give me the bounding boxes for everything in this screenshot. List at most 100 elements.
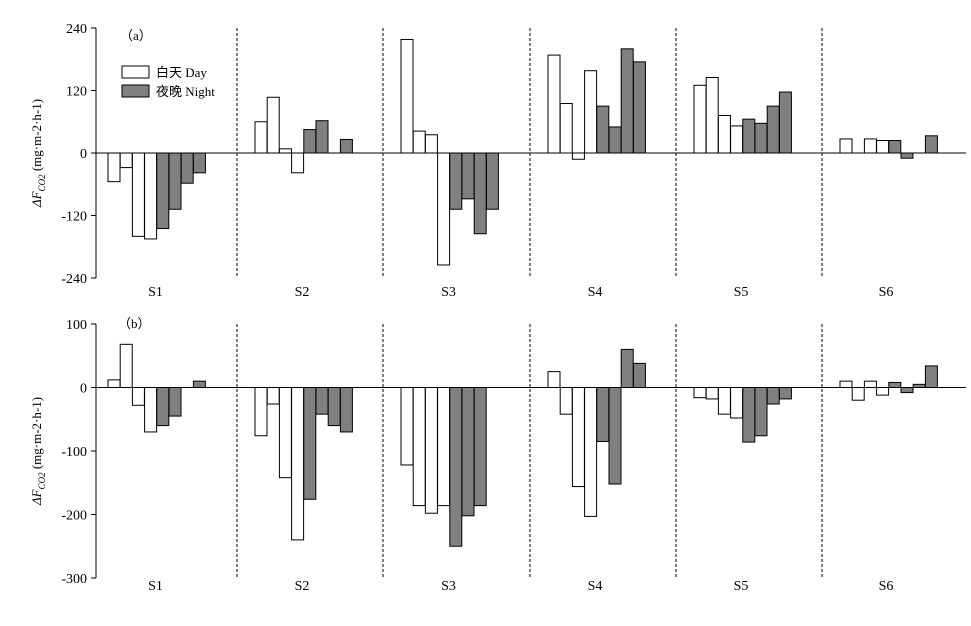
bar-day — [584, 70, 598, 154]
bar-day — [863, 138, 877, 154]
bar-night — [315, 387, 329, 415]
bar-night — [900, 152, 914, 159]
bar-night — [912, 383, 926, 389]
group-label: S2 — [295, 285, 310, 300]
bar-day — [131, 387, 145, 406]
bar-night — [742, 387, 756, 443]
bar-night — [473, 387, 487, 507]
bar-night — [620, 348, 634, 388]
bar-night — [339, 138, 353, 154]
bar-night — [449, 387, 463, 547]
y-tick-label: -300 — [61, 572, 87, 587]
bar-night — [156, 152, 170, 230]
bar-night — [620, 48, 634, 154]
group-label: S5 — [734, 579, 749, 594]
group-label: S1 — [148, 285, 163, 300]
bar-day — [584, 387, 598, 517]
bar-night — [742, 118, 756, 154]
bar-night — [632, 362, 646, 388]
group-label: S3 — [441, 579, 456, 594]
bar-night — [888, 140, 902, 154]
bar-day — [559, 103, 573, 154]
legend-label-day: 白天 Day — [156, 65, 207, 80]
bar-day — [254, 387, 268, 437]
bar-day — [278, 387, 292, 479]
bar-night — [632, 61, 646, 154]
bar-day — [571, 387, 585, 488]
y-tick-label: 0 — [80, 147, 87, 162]
bar-night — [888, 381, 902, 389]
bar-night — [766, 105, 780, 154]
bar-night — [924, 365, 938, 389]
legend-swatch-day — [121, 65, 150, 79]
bar-day — [730, 387, 744, 419]
bar-night — [900, 387, 914, 394]
group-label: S3 — [441, 285, 456, 300]
y-tick-label: 100 — [66, 318, 87, 333]
legend-label-night: 夜晚 Night — [156, 84, 215, 99]
bar-night — [596, 105, 610, 154]
bar-night — [180, 152, 194, 184]
bar-night — [303, 387, 317, 500]
bar-night — [596, 387, 610, 442]
panel-b: 100 0 -100 -200 -300 S1 S2 S3 S4 S5 S6 （b） ΔFCO2 (mg… — [29, 316, 966, 594]
y-tick-label: -120 — [61, 210, 87, 225]
bar-day — [278, 148, 292, 154]
group-label: S1 — [148, 579, 163, 594]
bar-day — [693, 387, 707, 399]
y-tick-label: -200 — [61, 509, 87, 524]
bar-day — [291, 387, 305, 541]
bar-night — [924, 135, 938, 154]
bar-night — [168, 387, 182, 417]
bar-day — [291, 152, 305, 174]
y-tick-label: -240 — [61, 272, 87, 287]
bar-day — [839, 380, 853, 388]
bar-day — [144, 387, 158, 433]
group-label: S6 — [879, 285, 894, 300]
legend-swatch-night — [121, 84, 150, 98]
bar-night — [303, 129, 317, 154]
bar-night — [156, 387, 170, 427]
bar-night — [461, 152, 475, 200]
group-label: S4 — [588, 579, 603, 594]
bar-day — [547, 371, 561, 388]
group-label: S6 — [879, 579, 894, 594]
group-label: S4 — [588, 285, 603, 300]
bar-day — [437, 152, 451, 266]
bar-day — [119, 152, 133, 169]
bar-day — [839, 138, 853, 154]
legend: 白天 Day 夜晚 Night — [121, 65, 215, 99]
bar-night — [327, 387, 341, 427]
panel-label: （b） — [118, 316, 151, 331]
bar-night — [608, 126, 622, 154]
bar-night — [473, 152, 487, 235]
bar-day — [717, 115, 731, 154]
bar-day — [266, 387, 280, 405]
bar-day — [266, 96, 280, 154]
bar-day — [131, 152, 145, 237]
bar-night — [766, 387, 780, 405]
y-axis-title: ΔFCO2 (mg·m-2·h-1) — [29, 397, 47, 506]
y-tick-label: -100 — [61, 445, 87, 460]
bar-day — [119, 343, 133, 389]
bar-night — [192, 380, 206, 388]
bar-day — [571, 152, 585, 160]
bar-night — [315, 120, 329, 154]
bar-night — [449, 152, 463, 210]
group-label: S2 — [295, 579, 310, 594]
bar-day — [107, 152, 121, 183]
bar-night — [192, 152, 206, 174]
bar-day — [559, 387, 573, 415]
bar-day — [400, 38, 414, 154]
bar-day — [730, 125, 744, 154]
bar-day — [876, 140, 890, 154]
bar-day — [547, 54, 561, 154]
bar-day — [717, 387, 731, 415]
bar-day — [437, 387, 451, 507]
panel-label: （a） — [120, 28, 152, 43]
bar-day — [254, 121, 268, 154]
bar-day — [693, 84, 707, 154]
bar-night — [754, 387, 768, 437]
bar-day — [144, 152, 158, 240]
